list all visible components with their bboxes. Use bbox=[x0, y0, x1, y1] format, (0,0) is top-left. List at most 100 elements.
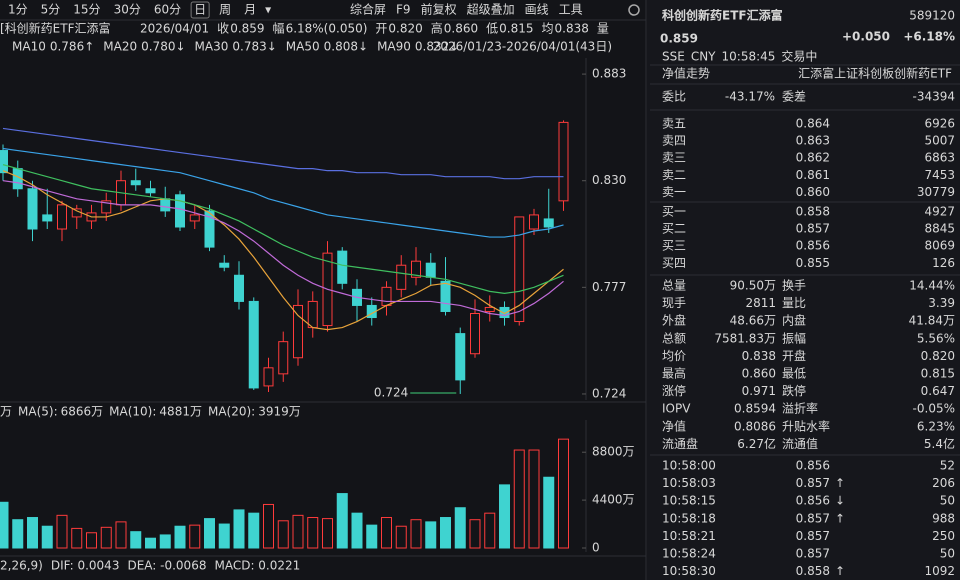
date-range: 2026/01/23-2026/04/01(43日) bbox=[433, 40, 612, 54]
stat-label: 总量 bbox=[662, 279, 686, 293]
candle-body bbox=[558, 121, 569, 202]
candle-body bbox=[248, 300, 259, 389]
volume-bar bbox=[322, 518, 333, 549]
volume-bar bbox=[469, 519, 481, 549]
period-button[interactable]: 周 bbox=[219, 3, 231, 17]
status: CNY bbox=[691, 50, 716, 64]
tool-button[interactable]: 综合屏 bbox=[350, 2, 386, 17]
stat-value: 0.820 bbox=[921, 349, 955, 363]
tool-button[interactable]: 前复权 bbox=[421, 2, 457, 17]
stat-label: 均价 bbox=[662, 349, 686, 363]
tool-button[interactable]: F9 bbox=[396, 3, 411, 17]
tick-time: 10:58:21 bbox=[662, 529, 716, 543]
period-button[interactable]: 日 bbox=[194, 3, 206, 17]
volume-bar bbox=[41, 525, 53, 549]
tool-button[interactable]: 画线 bbox=[525, 3, 549, 17]
quote-label: 均 bbox=[542, 22, 554, 36]
stat-value: 0.647 bbox=[921, 384, 955, 398]
quote-value: 0.860 bbox=[444, 22, 478, 36]
book-volume: 6926 bbox=[924, 117, 955, 131]
legend-value: 0.783↓ bbox=[232, 40, 276, 54]
volume-bar bbox=[425, 521, 437, 549]
book-level: 买四 bbox=[662, 256, 686, 270]
volume-bar bbox=[233, 509, 245, 549]
period-button[interactable]: 60分 bbox=[154, 3, 181, 17]
volume-legend-label: MA(10): bbox=[109, 405, 156, 419]
volume-bar bbox=[499, 484, 510, 549]
stat-value: 6.27亿 bbox=[737, 436, 776, 451]
candle-body bbox=[543, 218, 554, 228]
candle-body bbox=[130, 180, 141, 186]
book-level: 卖五 bbox=[662, 117, 686, 131]
volume-tick-label: 8800万 bbox=[592, 445, 635, 459]
stat-label: IOPV bbox=[662, 402, 691, 416]
fund-name: 汇添富上证科创板创新药ETF bbox=[798, 66, 952, 81]
stat-label: 现手 bbox=[662, 296, 686, 310]
change: +0.050 bbox=[842, 30, 890, 44]
stat-label: 振幅 bbox=[782, 330, 806, 345]
annotation-label: 0.724 bbox=[374, 385, 408, 399]
book-level: 卖二 bbox=[662, 168, 686, 182]
volume-bar bbox=[292, 514, 304, 549]
stat-label: 溢折率 bbox=[782, 401, 818, 416]
last-price: 0.859 bbox=[660, 32, 698, 46]
volume-bar bbox=[558, 438, 569, 549]
tick-arrow: ↑ bbox=[835, 511, 845, 525]
macd-legend: DEA: -0.0068 bbox=[127, 559, 206, 573]
volume-bar bbox=[543, 476, 555, 549]
stat-label: 内盘 bbox=[782, 313, 806, 328]
stat-value: 5.4亿 bbox=[924, 436, 955, 451]
tick-volume: 206 bbox=[932, 476, 955, 490]
period-dropdown[interactable]: ▾ bbox=[265, 3, 271, 17]
volume-bar bbox=[0, 501, 9, 549]
book-level: 买二 bbox=[662, 222, 686, 236]
period-button[interactable]: 15分 bbox=[73, 3, 100, 17]
quote-date: 2026/04/01 bbox=[140, 22, 209, 36]
stat-label: 净值 bbox=[662, 418, 686, 433]
volume-tick-label: 0 bbox=[592, 541, 600, 555]
candle-body bbox=[278, 341, 289, 375]
change-pct: +6.18% bbox=[903, 30, 955, 44]
period-button[interactable]: 月 bbox=[244, 3, 256, 17]
book-level: 卖三 bbox=[662, 151, 686, 165]
book-level: 买三 bbox=[662, 239, 686, 253]
tick-volume: 50 bbox=[940, 547, 955, 561]
candle-body bbox=[411, 260, 421, 278]
y-tick-label: 0.777 bbox=[592, 280, 626, 294]
volume-bar bbox=[71, 527, 83, 549]
book-volume: 7453 bbox=[924, 168, 955, 182]
quote-label: 开 bbox=[375, 22, 387, 36]
candle-body bbox=[101, 200, 112, 214]
macd-legend: DIF: 0.0043 bbox=[51, 559, 120, 573]
tool-button[interactable]: 工具 bbox=[559, 3, 583, 17]
book-volume: 8069 bbox=[924, 239, 955, 253]
settings-icon[interactable] bbox=[628, 4, 640, 16]
volume-bar bbox=[351, 512, 363, 549]
weibi-label: 委比 bbox=[662, 90, 686, 104]
candle-body bbox=[145, 188, 156, 194]
candle-body bbox=[42, 214, 53, 222]
stat-value: 0.815 bbox=[921, 367, 955, 381]
period-button[interactable]: 1分 bbox=[8, 3, 28, 17]
book-price: 0.864 bbox=[796, 117, 830, 131]
stat-value: -0.05% bbox=[913, 402, 955, 416]
volume-bar bbox=[100, 526, 112, 549]
security-code: 589120 bbox=[909, 9, 955, 23]
period-button[interactable]: 30分 bbox=[114, 3, 141, 17]
quote-label: 量 bbox=[597, 22, 609, 36]
volume-bar bbox=[277, 520, 289, 549]
quote-value: 0.838 bbox=[555, 22, 589, 36]
ma-line bbox=[2, 147, 564, 238]
period-button[interactable]: 5分 bbox=[41, 3, 61, 17]
candle-body bbox=[160, 198, 171, 212]
volume-bar bbox=[130, 531, 142, 549]
stat-value: 41.84万 bbox=[909, 314, 955, 328]
tool-button[interactable]: 超级叠加 bbox=[467, 2, 515, 17]
tick-volume: 52 bbox=[940, 459, 955, 473]
nav-link[interactable]: 净值走势 bbox=[662, 66, 710, 81]
volume-bar bbox=[513, 449, 525, 549]
ma-line bbox=[2, 164, 564, 294]
volume-bar bbox=[410, 519, 422, 549]
stat-value: 0.8594 bbox=[734, 402, 776, 416]
